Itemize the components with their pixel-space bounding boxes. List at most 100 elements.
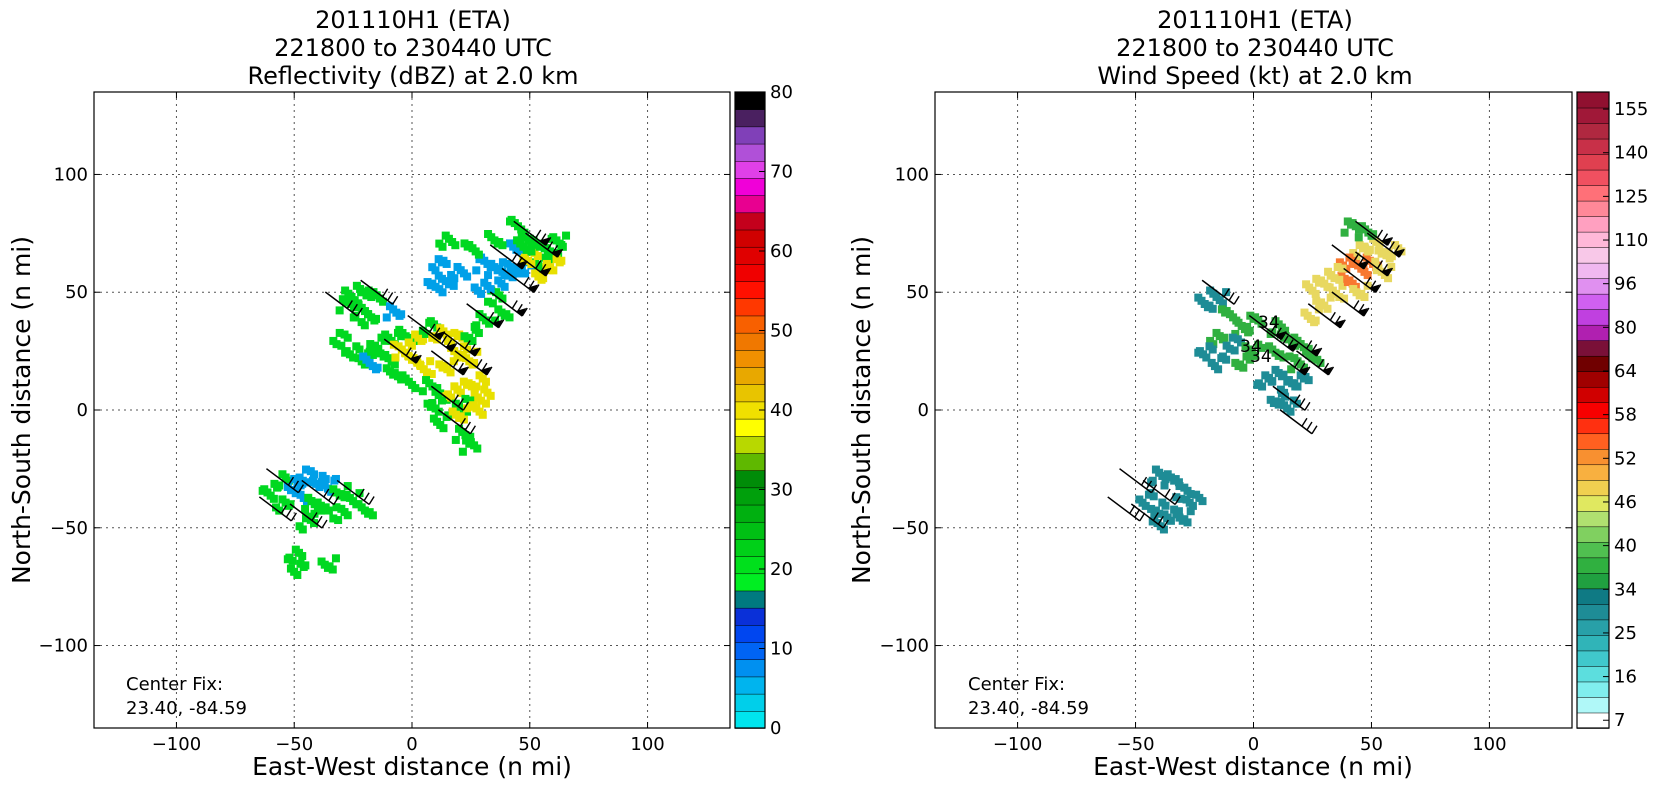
data-cell — [389, 370, 398, 379]
x-tick-label: −50 — [1117, 734, 1155, 755]
colorbar-swatch — [1576, 107, 1610, 124]
data-cell — [320, 504, 329, 513]
x-tick-label: −50 — [275, 734, 313, 755]
left-title-line-1: 201110H1 (ETA) — [315, 6, 511, 34]
data-cell — [498, 241, 507, 250]
data-cell — [1175, 482, 1184, 491]
data-cell — [533, 252, 542, 261]
wind-barb — [301, 479, 340, 506]
colorbar-swatch — [1576, 293, 1610, 310]
data-cell — [1159, 525, 1168, 534]
data-cell — [1234, 362, 1243, 371]
data-cell — [1387, 262, 1396, 271]
data-cell — [1217, 354, 1226, 363]
colorbar-swatch — [734, 246, 766, 265]
data-cell — [442, 259, 451, 268]
data-cell — [1354, 233, 1363, 242]
colorbar-swatch — [734, 194, 766, 214]
wind-barb — [336, 479, 375, 506]
left-center-fix-value: 23.40, -84.59 — [126, 698, 247, 719]
data-cell — [458, 447, 467, 456]
data-cell — [1375, 241, 1384, 250]
data-cell — [1283, 377, 1292, 386]
data-cell — [1281, 392, 1290, 401]
data-cell — [298, 552, 307, 561]
colorbar-swatch — [1576, 696, 1610, 714]
data-cell — [315, 483, 324, 492]
right-wind-barbs — [1107, 220, 1405, 529]
x-tick-label: −100 — [152, 734, 201, 755]
colorbar-swatch — [1576, 184, 1610, 202]
colorbar-tick-label: 20 — [770, 559, 793, 580]
data-cell — [1253, 380, 1262, 389]
left-wind-barbs — [258, 220, 564, 529]
wind-barb — [489, 244, 528, 270]
data-cell — [498, 258, 507, 267]
data-cell — [1186, 490, 1195, 499]
data-cell — [1170, 476, 1179, 485]
colorbar-tick-label: 155 — [1614, 99, 1648, 120]
data-cell — [368, 350, 377, 359]
data-cell — [349, 353, 358, 362]
data-cell — [337, 341, 346, 350]
colorbar-swatch — [1576, 588, 1610, 605]
colorbar-tick-label: 10 — [770, 639, 793, 660]
wind-barb — [1355, 220, 1394, 246]
colorbar-tick-label: 60 — [770, 241, 793, 262]
colorbar-swatch — [1576, 200, 1610, 217]
colorbar-swatch — [734, 590, 766, 609]
data-cell — [332, 340, 341, 349]
data-cell — [1161, 501, 1170, 510]
data-cell — [362, 291, 371, 300]
data-cell — [1251, 351, 1260, 360]
data-cell — [474, 329, 483, 338]
data-cell — [1351, 259, 1360, 268]
data-cell — [335, 306, 344, 315]
left-y-axis-label: North-South distance (n mi) — [7, 236, 36, 584]
colorbar-swatch — [1576, 510, 1610, 528]
data-cell — [426, 281, 435, 290]
colorbar-swatch — [1576, 401, 1610, 419]
data-cell — [395, 311, 404, 320]
colorbar-swatch — [1576, 370, 1610, 388]
data-cell — [555, 258, 564, 267]
data-cell — [1293, 382, 1302, 391]
data-cell — [1310, 318, 1319, 327]
colorbar-tick-label: 125 — [1614, 186, 1648, 207]
left-y-ticks: −100 −50 0 50 100 — [39, 164, 730, 657]
wind-barb — [1296, 350, 1335, 376]
data-cell — [444, 280, 453, 289]
colorbar-tick-label: 34 — [1614, 579, 1637, 600]
colorbar-swatch — [1576, 355, 1610, 372]
data-cell — [409, 337, 418, 346]
data-cell — [1160, 481, 1169, 490]
wind-barb — [1130, 503, 1169, 529]
data-cell — [1183, 518, 1192, 527]
data-cell — [328, 565, 337, 574]
data-cell — [258, 486, 267, 495]
data-cell — [417, 336, 426, 345]
data-cell — [1340, 228, 1349, 237]
data-cell — [1377, 249, 1386, 258]
data-cell — [1363, 271, 1372, 280]
data-cell — [486, 391, 495, 400]
data-cell — [1229, 333, 1238, 342]
data-cell — [486, 285, 495, 294]
data-cell — [470, 384, 479, 393]
colorbar-swatch — [734, 607, 766, 626]
data-cell — [447, 393, 456, 402]
data-cell — [547, 234, 556, 243]
data-cell — [1360, 293, 1369, 302]
colorbar-swatch — [1576, 464, 1610, 481]
data-cell — [453, 332, 462, 341]
data-cell — [1335, 275, 1344, 284]
data-cell — [1340, 294, 1349, 303]
data-cell — [475, 255, 484, 264]
y-tick-label: 100 — [54, 164, 88, 185]
data-cell — [269, 494, 278, 503]
data-cell — [355, 345, 364, 354]
colorbar-tick-label: 50 — [770, 321, 793, 342]
colorbar-tick-label: 64 — [1614, 361, 1637, 382]
colorbar-tick-label: 7 — [1614, 710, 1625, 731]
wind-barb — [1343, 267, 1382, 294]
